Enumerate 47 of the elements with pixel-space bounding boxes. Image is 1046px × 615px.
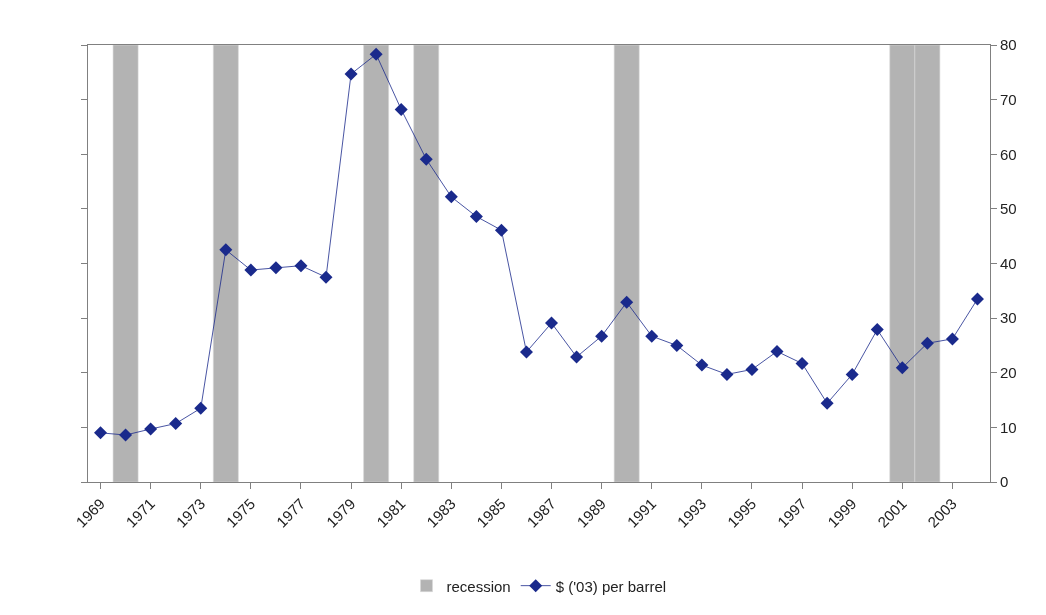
point (545, 316, 559, 330)
point (770, 344, 784, 358)
y-tick-label: 30 (1000, 309, 1017, 327)
legend-label: $ ('03) per barrel (555, 577, 667, 595)
y-tick-label: 40 (1000, 254, 1017, 272)
point (670, 338, 684, 352)
point (795, 356, 809, 370)
point (294, 259, 308, 273)
point (344, 67, 358, 81)
legend-label: recession (446, 577, 511, 595)
point (970, 292, 984, 306)
point (570, 350, 584, 364)
y-tick-label: 70 (1000, 90, 1017, 108)
point (494, 223, 508, 237)
point (895, 361, 909, 375)
point (720, 367, 734, 381)
y-tick-label: 80 (1000, 36, 1017, 54)
point (319, 270, 333, 284)
point (94, 426, 108, 440)
y-tick-label: 20 (1000, 364, 1017, 381)
y-tick-label: 60 (1000, 145, 1017, 163)
point (144, 422, 158, 436)
point (595, 329, 609, 343)
point (469, 210, 483, 224)
point (945, 332, 959, 346)
point (394, 102, 408, 116)
point (119, 428, 133, 442)
point (369, 47, 383, 61)
y-tick-label: 50 (1000, 200, 1017, 218)
y-tick-label: 10 (1000, 418, 1017, 436)
point (269, 261, 283, 275)
point (419, 152, 433, 166)
point (695, 358, 709, 372)
y-tick-label: 0 (1000, 473, 1009, 491)
point (620, 295, 634, 309)
point (169, 417, 183, 431)
point (845, 367, 859, 381)
point (870, 323, 884, 337)
point (444, 190, 458, 204)
point (645, 329, 659, 343)
point (519, 345, 533, 359)
point (219, 243, 233, 257)
point (244, 263, 258, 277)
point (745, 362, 759, 376)
point (920, 336, 934, 350)
point (820, 396, 834, 410)
point (194, 401, 208, 415)
